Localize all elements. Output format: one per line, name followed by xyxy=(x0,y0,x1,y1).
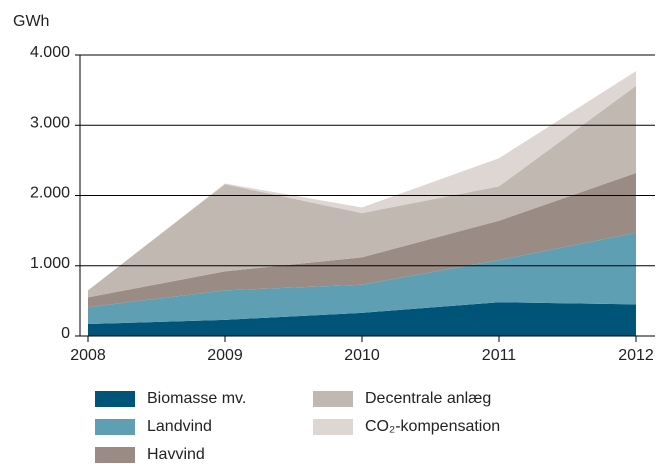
area xyxy=(88,232,636,325)
legend-label: Landvind xyxy=(147,418,212,435)
y-tick-label: 2.000 xyxy=(30,185,70,202)
y-tick-label: 4.000 xyxy=(30,44,70,61)
legend-swatch xyxy=(95,419,135,435)
legend-label: Decentrale anlæg xyxy=(365,390,491,407)
y-tick-label: 3.000 xyxy=(30,114,70,131)
legend-swatch xyxy=(313,391,353,407)
legend-label: CO₂-kompensation xyxy=(365,418,500,435)
legend-swatch xyxy=(95,391,135,407)
area xyxy=(88,302,636,336)
x-tick-label: 2012 xyxy=(618,347,654,364)
y-tick-label: 0 xyxy=(61,325,70,342)
area xyxy=(88,85,636,298)
x-tick-label: 2009 xyxy=(207,347,243,364)
y-tick-label: 1.000 xyxy=(30,255,70,272)
legend-swatch xyxy=(313,419,353,435)
legend-label: Havvind xyxy=(147,446,205,463)
area xyxy=(88,173,636,308)
x-tick-label: 2008 xyxy=(70,347,106,364)
x-tick-label: 2010 xyxy=(344,347,380,364)
legend-label: Biomasse mv. xyxy=(147,390,246,407)
x-tick-label: 2011 xyxy=(482,347,517,364)
y-axis-label: GWh xyxy=(13,13,49,30)
legend-swatch xyxy=(95,447,135,463)
